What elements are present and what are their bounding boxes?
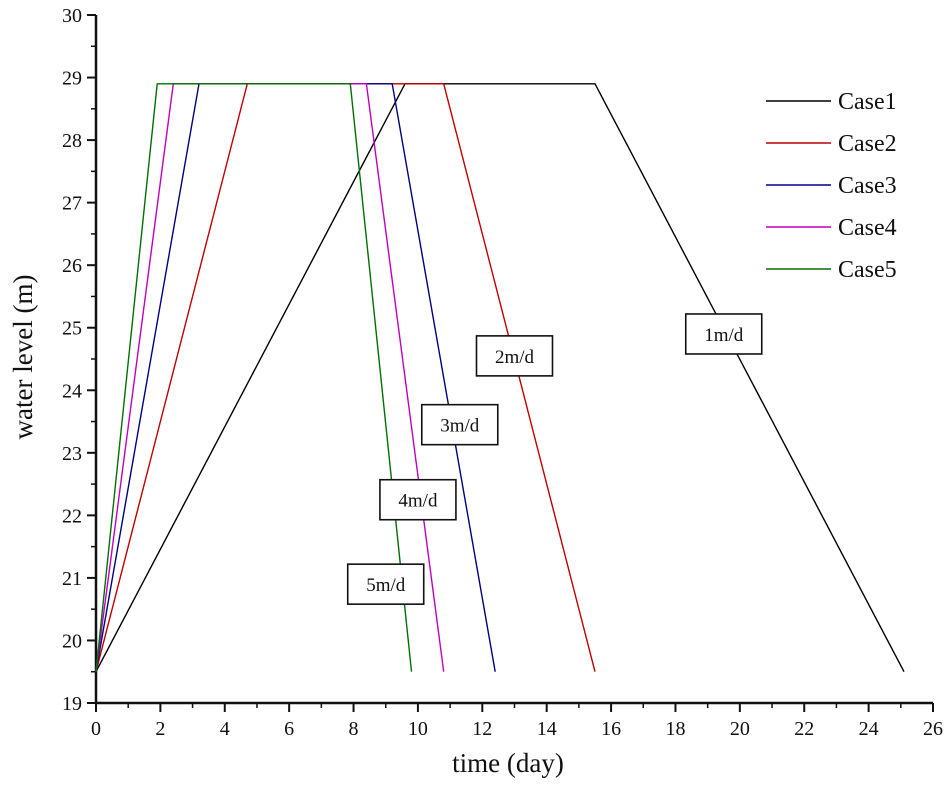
legend-label-case4: Case4 <box>838 215 897 241</box>
annotation-label: 2m/d <box>495 347 535 368</box>
y-tick-label: 22 <box>62 505 82 527</box>
annotation-label: 4m/d <box>398 491 438 512</box>
x-tick-label: 16 <box>601 718 621 740</box>
legend-label-case3: Case3 <box>838 173 897 199</box>
x-tick-label: 20 <box>730 718 750 740</box>
y-tick-label: 21 <box>62 568 82 590</box>
x-tick-label: 4 <box>220 718 230 740</box>
annotation-box <box>346 563 425 605</box>
annotation-box <box>420 403 499 446</box>
x-tick-label: 10 <box>408 718 428 740</box>
y-tick-label: 19 <box>62 693 82 715</box>
y-tick-label: 28 <box>62 130 82 152</box>
legend-label-case2: Case2 <box>838 131 897 157</box>
y-tick-label: 27 <box>62 193 82 215</box>
x-axis-title: time (day) <box>452 748 564 778</box>
annotation-box <box>379 478 457 521</box>
series-line-case5 <box>95 83 413 672</box>
x-tick-label: 14 <box>537 718 557 740</box>
x-tick-label: 12 <box>472 718 492 740</box>
x-tick-label: 8 <box>349 718 359 740</box>
annotation-box <box>684 313 763 355</box>
annotation-label: 1m/d <box>704 325 744 346</box>
x-tick-label: 0 <box>91 718 101 740</box>
x-tick-label: 22 <box>794 718 814 740</box>
series-line-case2 <box>95 83 596 672</box>
y-tick-label: 30 <box>62 5 82 27</box>
x-tick-label: 26 <box>923 718 943 740</box>
x-tick-label: 6 <box>284 718 294 740</box>
y-tick-label: 24 <box>62 380 82 402</box>
y-tick-label: 20 <box>62 630 82 652</box>
x-tick-label: 2 <box>155 718 165 740</box>
y-tick-label: 26 <box>62 255 82 277</box>
y-axis-title: water level (m) <box>8 275 38 440</box>
legend-label-case1: Case1 <box>838 89 897 115</box>
x-tick-label: 18 <box>665 718 685 740</box>
y-tick-label: 29 <box>62 68 82 90</box>
series-line-case3 <box>95 83 496 672</box>
annotation-label: 3m/d <box>440 416 480 437</box>
annotation-label: 5m/d <box>366 575 406 596</box>
series-line-case1 <box>95 83 905 673</box>
legend-label-case5: Case5 <box>838 257 897 283</box>
y-tick-label: 23 <box>62 443 82 465</box>
annotation-box <box>475 335 554 377</box>
y-tick-label: 25 <box>62 318 82 340</box>
x-tick-label: 24 <box>859 718 879 740</box>
